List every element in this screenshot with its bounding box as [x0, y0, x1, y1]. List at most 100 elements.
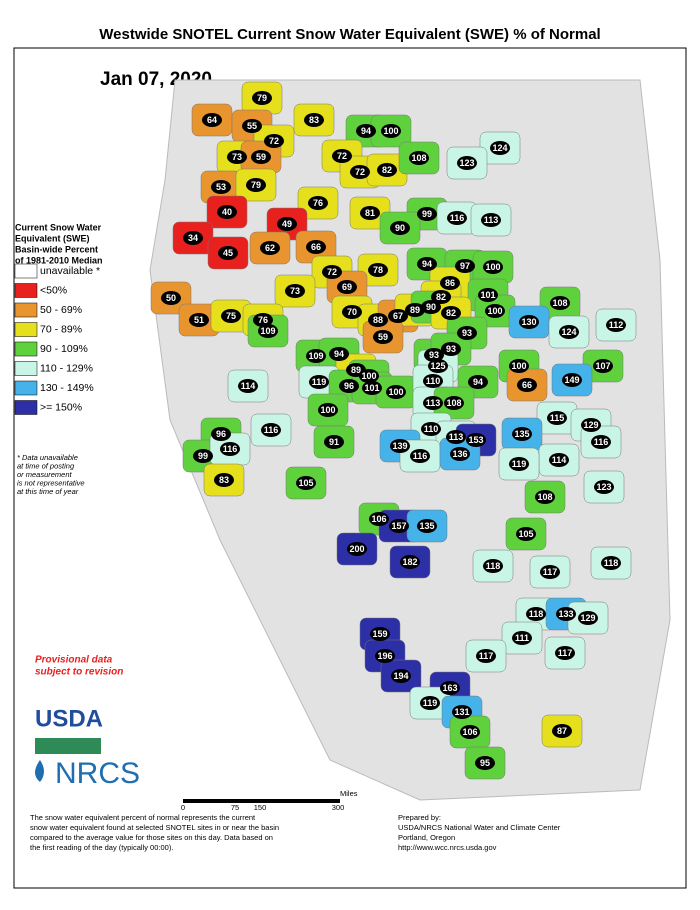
basin-label-bg	[444, 396, 464, 410]
basin-label: 106	[371, 514, 386, 524]
basin-label-bg	[277, 217, 297, 231]
basin-label: 100	[485, 262, 500, 272]
basin-label-bg	[519, 315, 539, 329]
basin-label-bg	[373, 330, 393, 344]
basin-label-bg	[468, 375, 488, 389]
basin-label-bg	[221, 309, 241, 323]
basin-label: 131	[454, 707, 469, 717]
basin-label-bg	[562, 373, 582, 387]
basin-label-bg	[540, 565, 560, 579]
basin-label-bg	[594, 480, 614, 494]
basin-label-bg	[535, 490, 555, 504]
basin-label-bg	[559, 325, 579, 339]
basin-label: 62	[265, 243, 275, 253]
basin-label-bg	[512, 631, 532, 645]
basin-label-bg	[481, 213, 501, 227]
basin-label: 119	[312, 377, 327, 387]
basin-label-bg	[549, 453, 569, 467]
basin-label-bg	[258, 324, 278, 338]
basin-label: 117	[558, 648, 573, 658]
usda-waves	[35, 738, 101, 754]
basin-label: 110	[424, 424, 439, 434]
basin-label-bg	[306, 349, 326, 363]
basin-label: 114	[241, 381, 256, 391]
basin-label: 163	[442, 683, 457, 693]
basin-label: 135	[514, 429, 529, 439]
provisional: subject to revision	[35, 667, 123, 678]
basin-label-bg	[421, 422, 441, 436]
basin-label: 133	[558, 609, 573, 619]
footer: compared to the average value for those …	[30, 833, 273, 842]
basin-label: 153	[468, 435, 483, 445]
basin-label-bg	[339, 379, 359, 393]
basin-label-bg	[183, 231, 203, 245]
basin-label-bg	[202, 113, 222, 127]
legend-title: Current Snow Water	[15, 222, 102, 232]
basin-label: 136	[452, 449, 467, 459]
basin-label: 117	[479, 651, 494, 661]
scale-tick: 75	[231, 803, 239, 812]
basin-label: 129	[583, 420, 598, 430]
basin-label-bg	[375, 649, 395, 663]
basin-label: 149	[564, 375, 579, 385]
basin-label-bg	[405, 303, 425, 317]
basin-label-bg	[476, 649, 496, 663]
basin-label-bg	[217, 205, 237, 219]
basin-label-bg	[377, 163, 397, 177]
basin-label-bg	[400, 555, 420, 569]
basin-label-bg	[601, 556, 621, 570]
basin-label-bg	[211, 180, 231, 194]
basin-label-bg	[193, 449, 213, 463]
basin-label-bg	[424, 348, 444, 362]
basin-label-bg	[483, 559, 503, 573]
basin-label: 55	[247, 121, 257, 131]
basin-label-bg	[261, 423, 281, 437]
basin-label-bg	[550, 296, 570, 310]
basin-label: 73	[232, 152, 242, 162]
legend-label: >= 150%	[40, 401, 82, 413]
nrcs-logo: NRCS	[55, 757, 140, 790]
basin-label: 40	[222, 207, 232, 217]
basin-label: 110	[426, 376, 441, 386]
basin-label-bg	[423, 374, 443, 388]
basin-label: 99	[198, 451, 208, 461]
basin-label: 130	[521, 317, 536, 327]
basin-label-bg	[189, 313, 209, 327]
basin-label-bg	[526, 607, 546, 621]
basin-label-bg	[329, 347, 349, 361]
basin-label: 100	[487, 306, 502, 316]
basin-label: 100	[320, 405, 335, 415]
basin-label: 72	[355, 167, 365, 177]
basin-label-bg	[466, 433, 486, 447]
basin-label: 97	[460, 261, 470, 271]
basin-label-bg	[428, 359, 448, 373]
basin-label: 94	[473, 377, 483, 387]
footer: the first reading of the day (typically …	[30, 843, 173, 852]
basin-label-bg	[591, 435, 611, 449]
basin-label: 101	[364, 383, 379, 393]
basin-label-bg	[388, 309, 408, 323]
basin-label-bg	[555, 646, 575, 660]
basin-label: 50	[166, 293, 176, 303]
basin-label: 93	[462, 328, 472, 338]
scale-bar	[183, 799, 340, 803]
basin-label-bg	[517, 378, 537, 392]
legend-swatch	[14, 263, 38, 279]
basin-label: 111	[515, 633, 529, 643]
basin-label: 109	[260, 326, 275, 336]
basin-label: 108	[537, 492, 552, 502]
basin-label-bg	[260, 241, 280, 255]
basin-label: 90	[426, 302, 436, 312]
basin-label-bg	[214, 473, 234, 487]
basin-label-bg	[410, 449, 430, 463]
basin-label: 81	[365, 208, 375, 218]
basin-label-bg	[417, 207, 437, 221]
basin-label: 194	[393, 671, 408, 681]
basin-label-bg	[556, 607, 576, 621]
basin-label-bg	[308, 196, 328, 210]
basin-label: 119	[512, 459, 527, 469]
basin-label-bg	[161, 291, 181, 305]
basin-label-bg	[381, 124, 401, 138]
basin-label-bg	[368, 313, 388, 327]
